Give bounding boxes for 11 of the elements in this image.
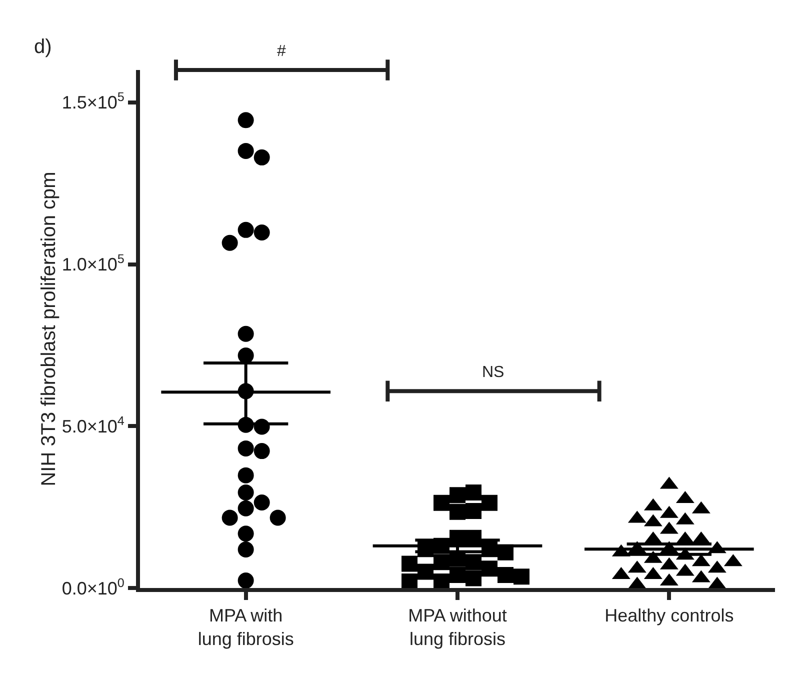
x-tick-label: MPA with lung fibrosis [198, 606, 294, 649]
y-axis-title: NIH 3T3 fibroblast proliferation cpm [38, 172, 60, 486]
y-tick-label: 1.0×10$^{5}$ [62, 252, 124, 275]
y-tick-label: 5.0×10$^{4}$ [62, 414, 124, 436]
text: d) [34, 36, 52, 58]
annotation: NS [482, 364, 504, 381]
x-tick-label: MPA without lung fibrosis [408, 606, 507, 649]
y-tick-label: 1.5×10$^{5}$ [62, 90, 124, 113]
y-tick-label: 0.0×10$^{0}$ [62, 576, 124, 598]
x-tick-label: Healthy controls [604, 606, 734, 626]
text: # [277, 43, 286, 60]
